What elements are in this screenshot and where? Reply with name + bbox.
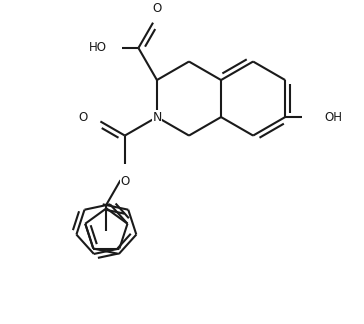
- Text: O: O: [120, 175, 130, 188]
- Text: HO: HO: [89, 41, 107, 54]
- Text: OH: OH: [324, 110, 342, 123]
- Text: N: N: [152, 110, 162, 123]
- Text: O: O: [79, 110, 88, 123]
- Text: O: O: [152, 2, 162, 15]
